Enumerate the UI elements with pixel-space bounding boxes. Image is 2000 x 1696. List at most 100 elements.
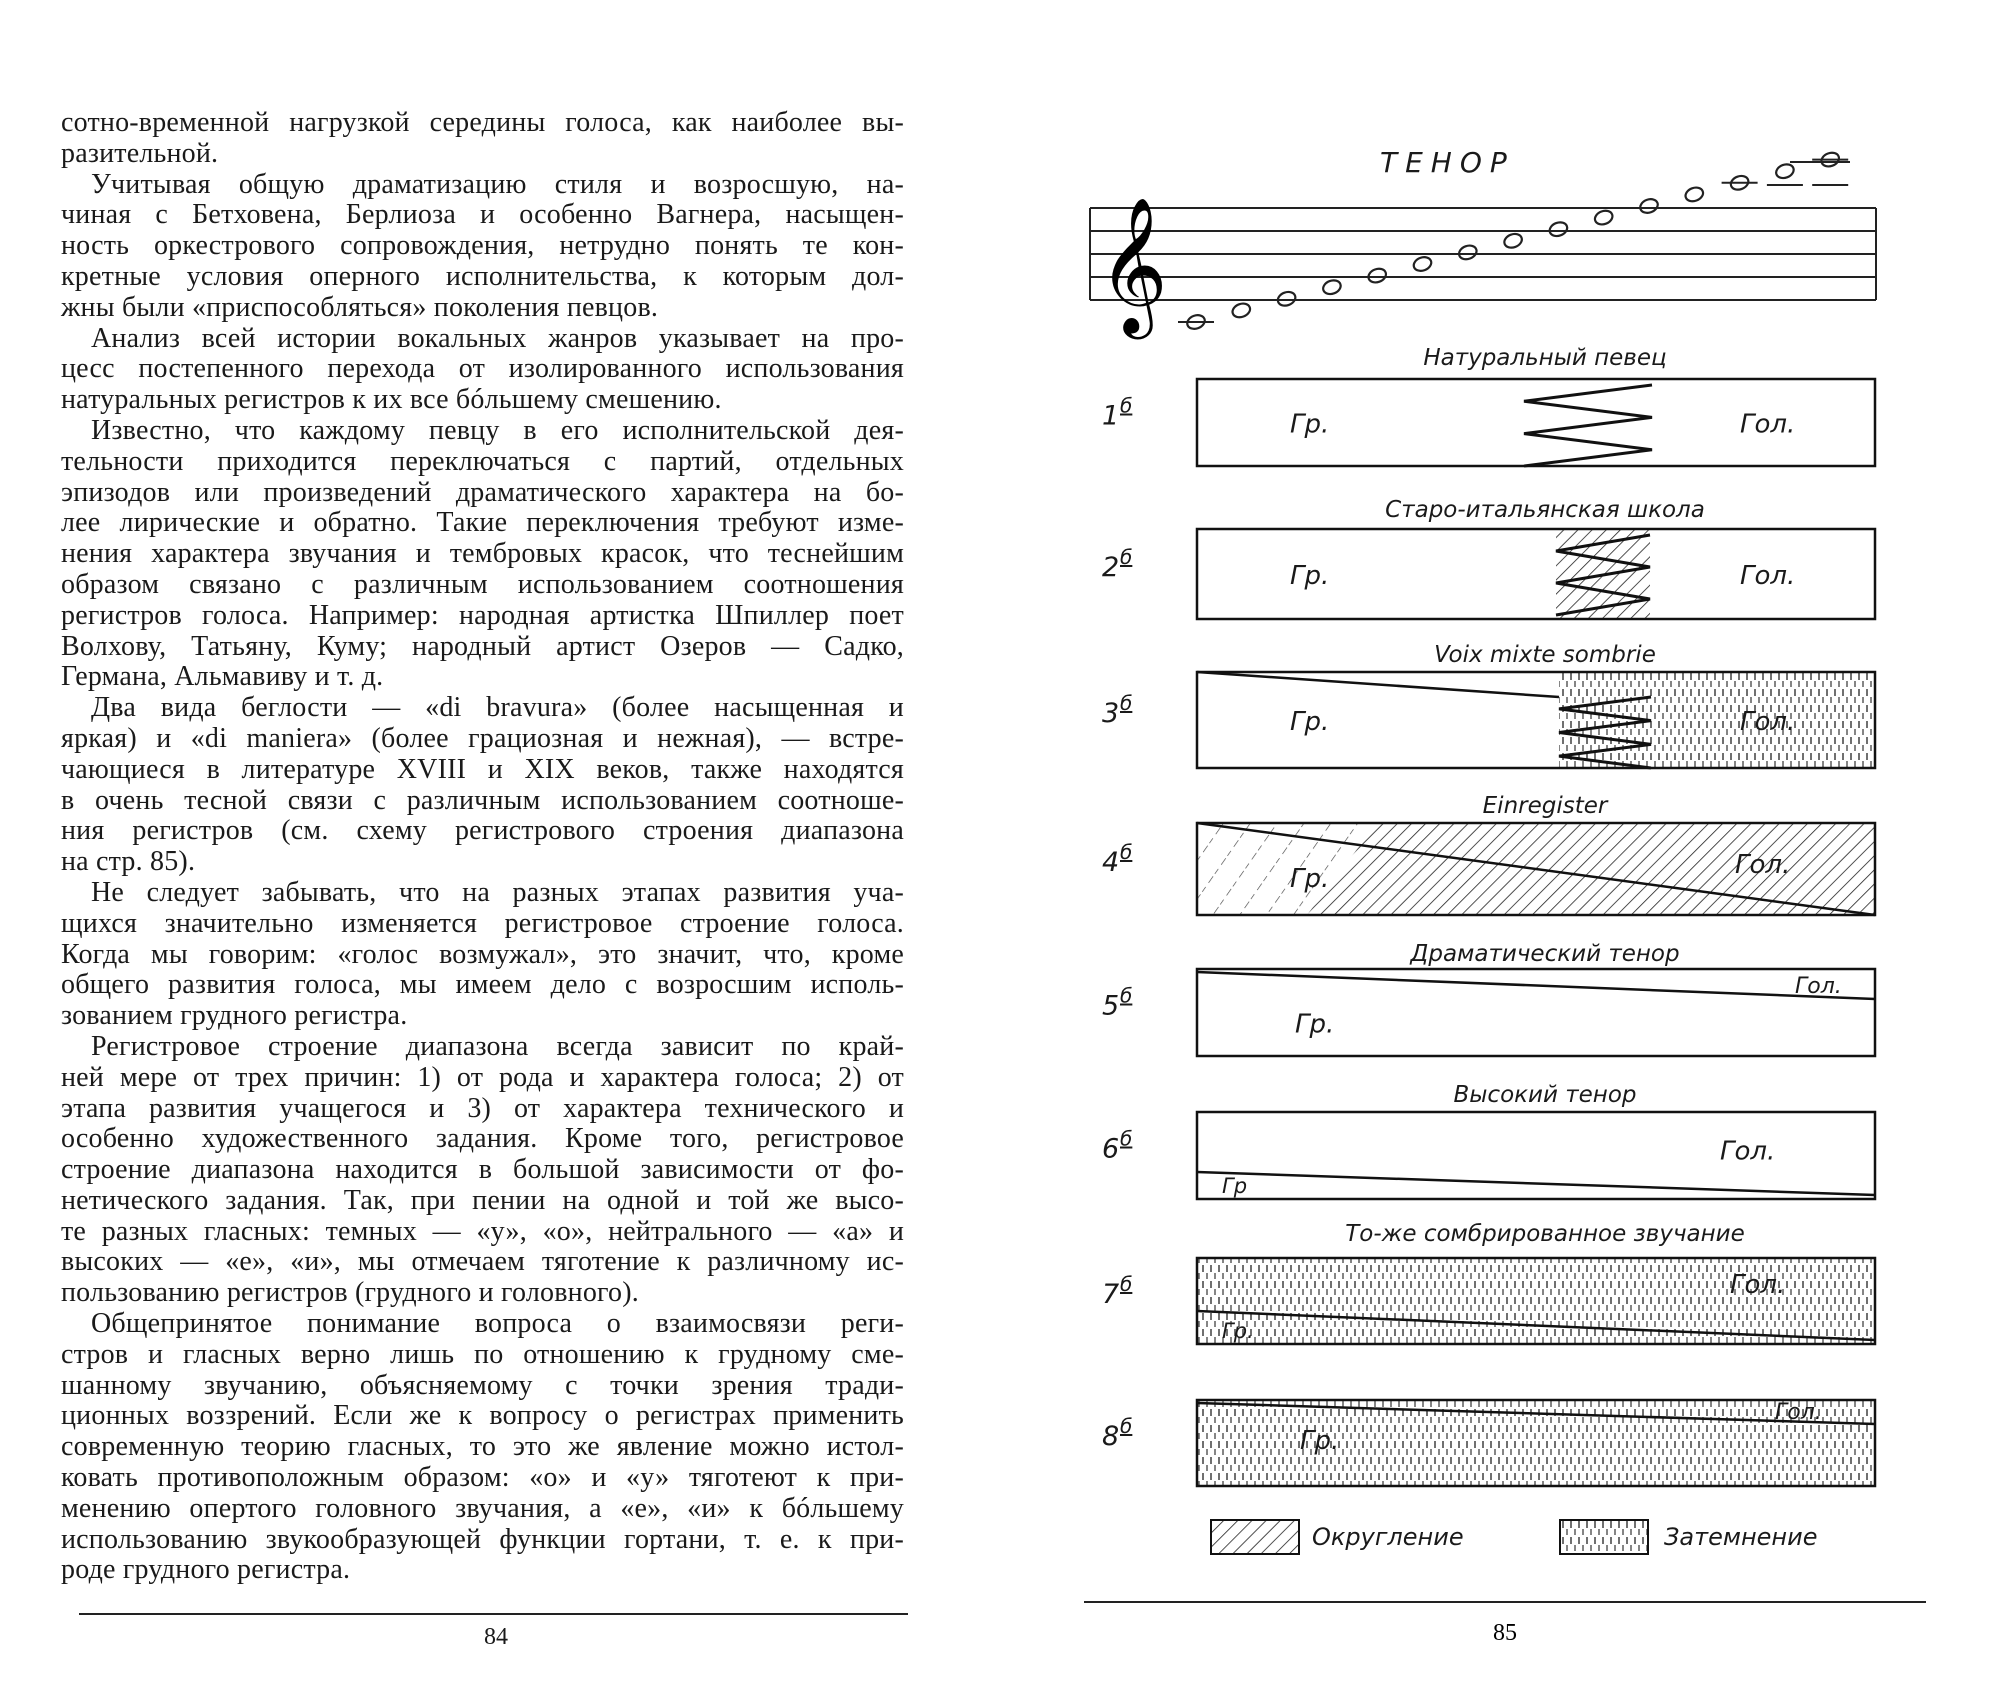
right-page-number: 85 [1493,1620,1517,1646]
head-register-label: Гол. [1730,1270,1785,1300]
staff-title: ТЕНОР [1380,146,1515,179]
diagram-title: Высокий тенор [1453,1082,1636,1108]
text-line: строение диапазона находится в большой з… [61,1154,904,1186]
text-line: ковать противоположным образом: «о» и «у… [61,1462,904,1494]
diagram-number: 5 [1102,991,1119,1022]
text-line: Известно, что каждому певцу в его исполн… [91,414,904,446]
text-line: те разных гласных: темных — «у», «о», не… [61,1215,904,1247]
text-line: чающиеся в литературе XVIII и XIX веков,… [61,753,904,785]
whole-note-icon [1231,302,1252,319]
register-boundary-line [1196,1309,1876,1342]
register-boundary-line [1196,1401,1876,1426]
text-line: натуральных регистров к их все бóльшему … [61,384,722,416]
diagram-title: То-же сомбрированное звучание [1345,1221,1745,1247]
text-line: менению опертого головного звучания, а «… [61,1492,904,1524]
text-line: нения характера звучания и тембровых кра… [61,538,904,570]
diagram-title: Voix mixte sombrie [1434,642,1656,668]
darkening-fill [1559,672,1875,768]
legend-dashes-swatch [1559,1519,1649,1555]
text-line: использованию звукообразующей функции го… [61,1523,904,1555]
text-line: Волхову, Татьяну, Куму; народный артист … [61,630,904,662]
register-box [1195,1110,1877,1201]
text-line: сотно-временной нагрузкой середины голос… [61,107,904,138]
register-boundary-line [1196,1170,1876,1197]
left-page-number: 84 [484,1624,508,1650]
text-line: щихся значительно изменяется регистровое… [61,907,904,939]
darkening-fill [1197,1258,1875,1344]
chest-register-label: Гр [1222,1174,1247,1198]
text-line: жны были «приспособляться» поколения пев… [61,291,659,323]
chest-register-label: Гр. [1300,1426,1339,1456]
register-boundary-line [1196,670,1560,699]
text-line: этапа развития учащегося и 3) от характе… [61,1092,904,1124]
text-line: регистров голоса. Например: народная арт… [61,599,904,631]
text-line: особенно художественного задания. Кроме … [61,1123,904,1155]
diagram-title: Драматический тенор [1409,941,1679,967]
text-line: зованием грудного регистра. [61,1000,408,1032]
text-line: ния регистров (см. схему регистрового ст… [61,815,904,847]
text-line: разительной. [61,137,219,169]
treble-clef-icon: 𝄞 [1098,195,1168,339]
text-line: цесс постепенного перехода от изолирован… [61,353,904,385]
text-line: Когда мы говорим: «голос возмужал», это … [61,938,904,970]
diagram-number: 4 [1102,847,1119,878]
register-box [1195,670,1877,770]
text-line: ционных воззрений. Если же к вопросу о р… [61,1400,904,1432]
text-line: общего развития голоса, мы имеем дело с … [61,969,904,1001]
diagram-title: Старо-итальянская школа [1385,497,1705,523]
head-register-label: Гол. [1775,1400,1822,1425]
text-line: Два вида беглости — «di bravura» (более … [91,692,904,724]
register-box [1195,967,1877,1058]
text-line: яркая) и «di maniera» (более грациозная … [61,722,904,754]
head-register-label: Гол. [1735,850,1790,880]
chest-register-label: Гр. [1295,1010,1334,1040]
diagram-number: 2 [1102,552,1119,583]
whole-note-icon [1503,232,1523,249]
head-register-label: Гол. [1740,707,1795,737]
chest-register-label: Гр. [1222,1319,1254,1343]
diagram-number: 3 [1102,698,1119,729]
whole-note-icon [1639,198,1659,214]
whole-note-icon [1775,163,1795,180]
diagram-number-superscript: б [1120,545,1132,569]
register-box [1195,821,1877,917]
text-line: Германа, Альмавиву и т. д. [61,661,384,693]
text-line: Учитывая общую драматизацию стиля и возр… [91,168,904,200]
whole-note-icon [1457,244,1478,261]
register-box [1195,1398,1877,1488]
text-line: шанному звучанию, объясняемому с точки з… [61,1369,904,1401]
diagram-number-superscript: б [1120,1414,1132,1438]
whole-note-icon [1593,209,1614,226]
register-transition-zigzag [1558,695,1652,770]
text-line: ность оркестрового сопровождения, нетруд… [61,230,904,262]
text-line: эпизодов или произведений драматического… [61,476,904,508]
whole-note-icon [1412,256,1433,272]
diagram-title: Натуральный певец [1423,345,1666,371]
text-line: нетического задания. Так, при пении на о… [61,1184,904,1216]
register-boundary-line [1196,970,1876,1001]
diagram-number-superscript: б [1120,691,1132,715]
text-line: стров и гласных верно лишь по отношению … [61,1338,904,1370]
register-box [1195,527,1877,621]
diagram-number: 8 [1102,1421,1119,1452]
text-line: роде грудного регистра. [61,1554,351,1586]
whole-note-icon [1548,221,1569,238]
head-register-label: Гол. [1795,974,1842,999]
text-line: Не следует забывать, что на разных этапа… [91,876,904,908]
diagram-number: 6 [1102,1134,1119,1165]
chest-register-label: Гр. [1290,561,1329,591]
chest-register-label: Гр. [1290,410,1329,440]
diagram-number-superscript: б [1120,394,1132,418]
whole-note-icon [1322,279,1342,296]
diagram-number: 7 [1102,1279,1119,1310]
text-line: Общепринятое понимание вопроса о взаимос… [91,1308,904,1340]
diagram-number-superscript: б [1120,1272,1132,1296]
register-transition-zigzag [1555,533,1651,617]
text-line: лее лирические и обратно. Такие переключ… [61,507,904,539]
text-line: Регистровое строение диапазона всегда за… [91,1030,904,1062]
whole-note-icon [1729,174,1750,191]
head-register-label: Гол. [1740,410,1795,440]
register-transition-zigzag [1523,383,1653,468]
diagram-number-superscript: б [1120,984,1132,1008]
text-line: современную теорию гласных, то это же яв… [61,1431,904,1463]
